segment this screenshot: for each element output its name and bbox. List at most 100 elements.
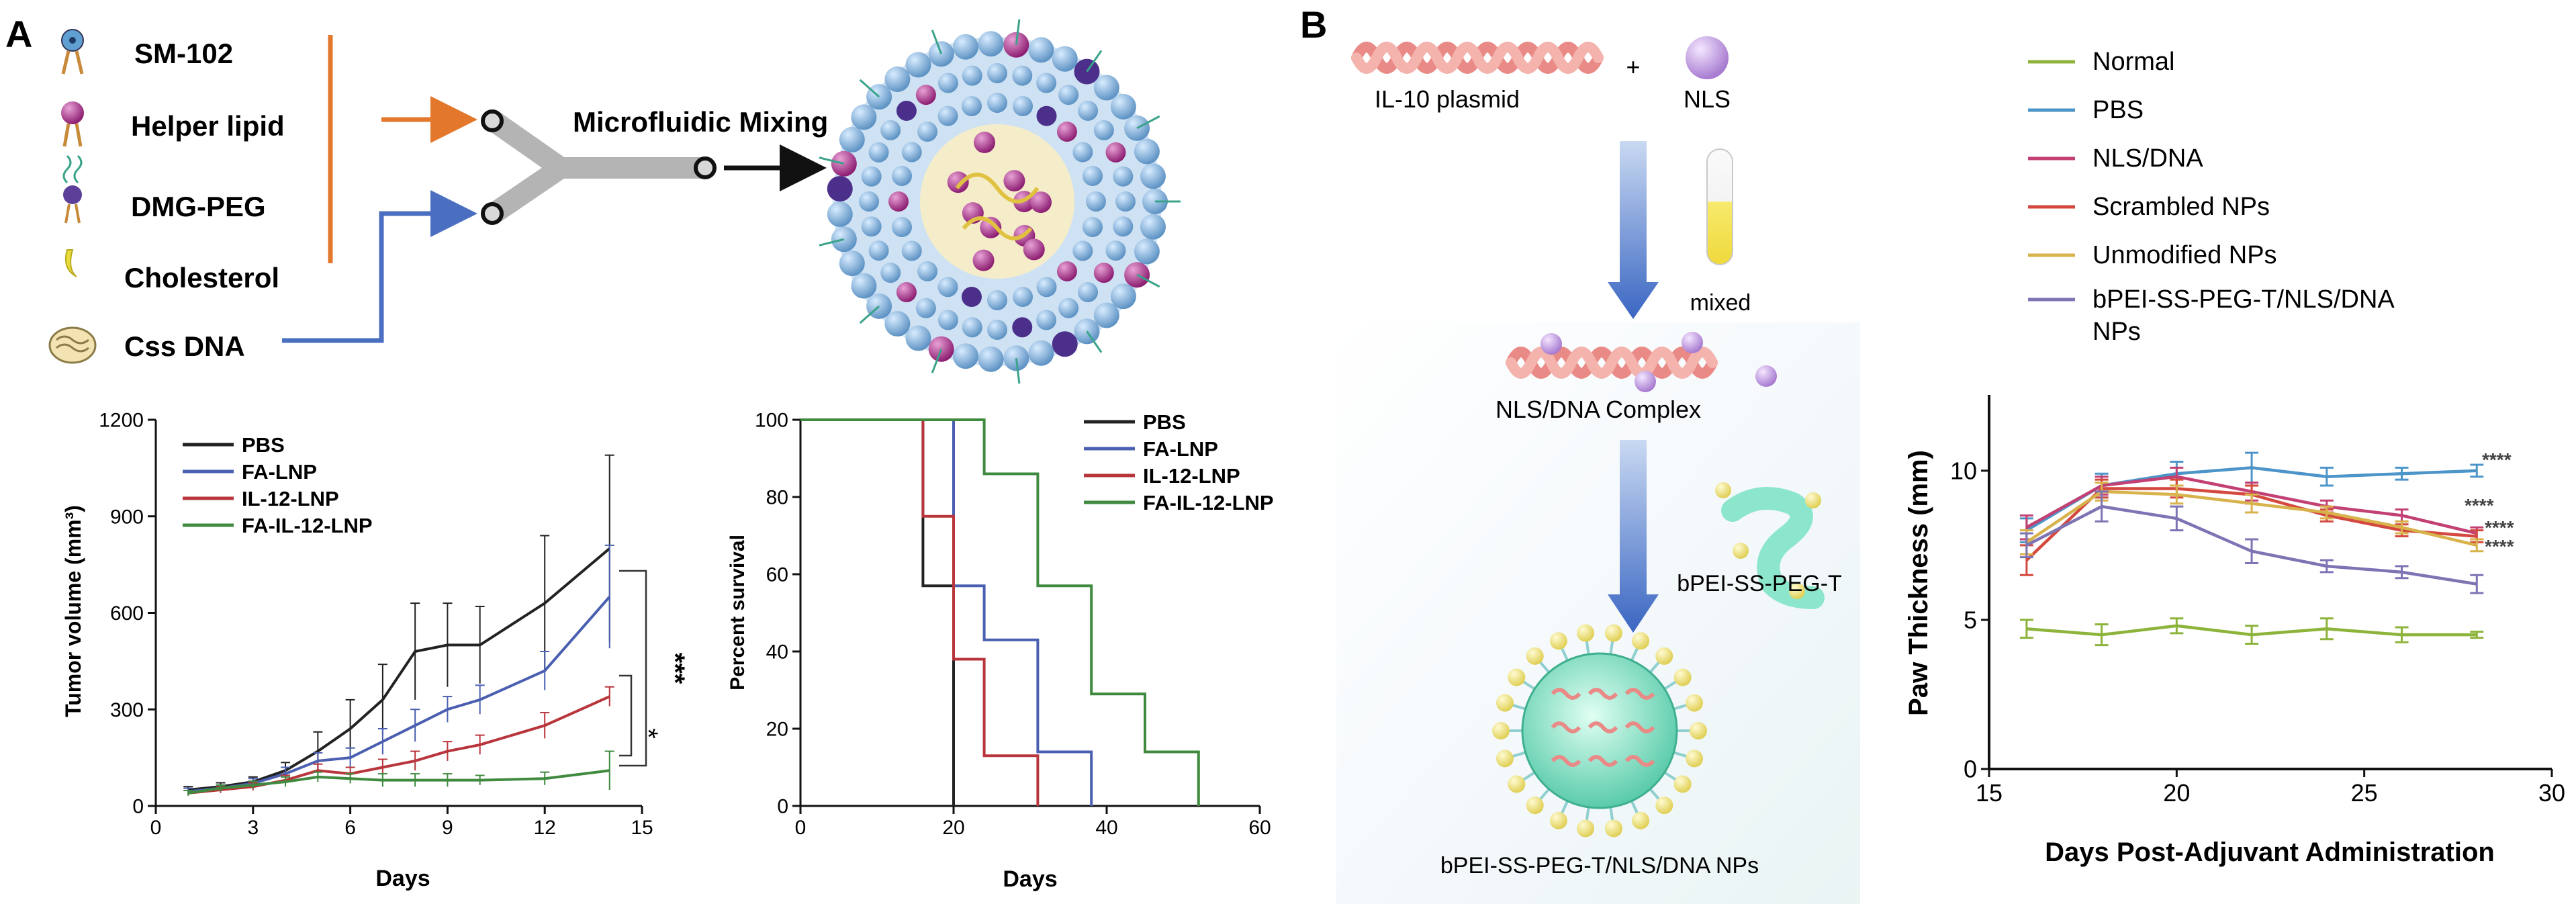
legend-label: PBS: [1143, 410, 1186, 434]
y-tick-label: 10: [1950, 457, 1977, 484]
lipid-sphere: [1036, 310, 1057, 330]
component-label: SM-102: [134, 38, 233, 69]
legend-label: Unmodified NPs: [2092, 241, 2277, 269]
lipid-sphere: [888, 191, 909, 212]
encapsulated-dna: [1588, 755, 1618, 767]
x-tick-label: 0: [150, 817, 162, 839]
panel-a-label: A: [5, 13, 32, 55]
lipid-sphere: [1082, 217, 1103, 238]
x-axis-label: Days Post-Adjuvant Administration: [2045, 838, 2495, 867]
peg-chain: [1086, 50, 1103, 73]
lipid-sphere: [896, 100, 917, 121]
lipid-sphere: [1056, 261, 1077, 281]
dna-arrow: [282, 190, 477, 343]
significance-bracket: [619, 674, 633, 757]
encapsulated-dna: [1551, 688, 1581, 700]
peg-chain: [819, 156, 845, 165]
lipid-sphere: [962, 65, 982, 86]
peg-chain: [931, 349, 943, 373]
lipid-sphere: [1036, 105, 1057, 126]
x-tick-label: 15: [1976, 779, 2003, 807]
peg-chain: [1136, 115, 1160, 130]
lipid-sphere: [1093, 75, 1119, 101]
significance-mark: ****: [2465, 495, 2494, 516]
payload-sphere: [1023, 238, 1045, 261]
y-tick-label: 40: [766, 641, 788, 664]
encapsulated-dna: [1624, 721, 1655, 733]
payload-sphere: [972, 249, 995, 271]
lipid-sphere: [851, 104, 877, 130]
x-tick-label: 3: [247, 817, 259, 839]
y-tick-label: 1200: [99, 410, 144, 432]
lipid-sphere: [1140, 163, 1166, 189]
x-tick-label: 9: [442, 817, 453, 839]
lipid-sphere: [880, 263, 901, 283]
x-tick-label: 6: [344, 817, 356, 839]
x-tick-label: 20: [942, 817, 964, 839]
lipid-sphere: [1056, 122, 1077, 142]
lipid-sphere: [884, 66, 911, 92]
lipid-sphere: [901, 142, 922, 163]
series-line: [188, 695, 610, 795]
encapsulated-dna: [1588, 688, 1618, 700]
lipid-sphere: [1036, 73, 1057, 93]
x-tick-label: 30: [2538, 779, 2565, 807]
y-tick-label: 0: [777, 796, 788, 818]
lipid-sphere: [937, 73, 958, 93]
lipid-sphere: [917, 261, 938, 281]
ligand-ball: [1508, 775, 1526, 793]
ligand-ball: [1673, 668, 1692, 686]
chart-tumor-volume: 0 3 6 9 12 15 0 300 600 900 1200 Days Tumor volume…: [61, 410, 690, 892]
ligand-ball: [1604, 819, 1622, 838]
lipid-sphere: [1115, 191, 1136, 212]
nls-sphere: [1755, 365, 1777, 387]
x-tick-label: 20: [2163, 779, 2190, 807]
legend-label: Scrambled NPs: [2092, 193, 2270, 221]
nanoparticle-icon: [1492, 624, 1707, 838]
helix-strand: [1506, 347, 1718, 379]
payload-sphere: [980, 216, 1002, 238]
y-tick-label: 600: [110, 602, 144, 625]
sm102-icon: [61, 29, 84, 75]
plasmid-label: IL-10 plasmid: [1375, 85, 1520, 113]
lipid-sphere: [851, 273, 877, 299]
ligand-ball: [1686, 694, 1704, 712]
lipid-sphere: [978, 31, 1004, 57]
helper-lipid-icon: [61, 101, 84, 147]
plus-sign: +: [1626, 53, 1640, 81]
peg-chain: [1015, 358, 1021, 384]
lipid-sphere: [868, 240, 889, 261]
polymer-icon: [1715, 482, 1825, 609]
ligand-ball: [1549, 632, 1567, 650]
series-line: [187, 769, 610, 795]
lipid-sphere: [978, 346, 1004, 372]
significance-mark: *: [633, 728, 663, 739]
component-label: DMG-PEG: [131, 191, 266, 222]
y-axis-label: Paw Thickness (mm): [1904, 450, 1933, 716]
css-dna-icon: [48, 326, 97, 364]
lipid-sphere: [961, 96, 982, 117]
microfluidic-chip: [481, 109, 717, 225]
peg-chain: [1015, 19, 1021, 45]
nanoparticle-core: [1521, 652, 1678, 809]
legend-label: Normal: [2092, 48, 2174, 76]
helix-strand: [1351, 42, 1604, 74]
series-line: [188, 547, 611, 792]
lipid-sphere: [1105, 240, 1126, 261]
survival-step-line: [800, 418, 1040, 806]
lipid-sphere: [1140, 214, 1166, 240]
lipid-sphere: [896, 282, 917, 303]
significance-mark: ***: [660, 653, 690, 684]
lipid-sphere: [1028, 37, 1054, 63]
series-line: [188, 596, 611, 793]
ligand-ball: [1496, 694, 1514, 712]
component-label: Css DNA: [124, 330, 245, 362]
lipid-sphere: [1036, 277, 1057, 298]
x-tick-label: 0: [795, 817, 807, 839]
nls-sphere: [1635, 371, 1656, 392]
chart-paw-thickness: Normal PBS NLS/DNA Scrambled NPs Unmodified …: [1904, 48, 2565, 867]
x-tick-label: 25: [2351, 779, 2378, 807]
lipid-sphere: [987, 63, 1007, 83]
process-arrow: [1608, 141, 1659, 319]
